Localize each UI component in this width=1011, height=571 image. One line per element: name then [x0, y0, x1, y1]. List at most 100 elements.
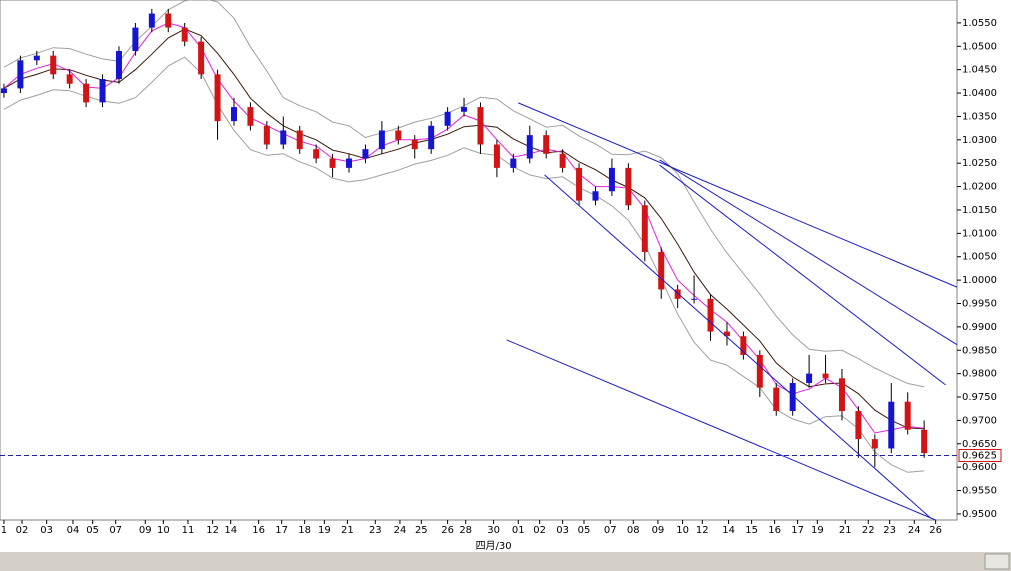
y-tick-label: 0.9500: [962, 509, 997, 520]
y-tick-label: 0.9650: [962, 439, 997, 450]
x-tick-label: 23: [883, 525, 896, 536]
trend-line: [659, 164, 946, 386]
y-tick-label: 1.0300: [962, 135, 997, 146]
x-tick-label: 16: [252, 525, 265, 536]
y-tick-label: 0.9800: [962, 369, 997, 380]
candle-body: [806, 373, 813, 383]
candle-body: [855, 411, 862, 440]
candle-body: [181, 27, 188, 42]
candle-body: [576, 167, 583, 201]
x-tick-label: 01: [512, 525, 525, 536]
y-tick-label: 1.0350: [962, 111, 997, 122]
candle-body: [871, 439, 878, 449]
x-tick-label: 16: [768, 525, 781, 536]
candle-body: [33, 55, 40, 61]
y-tick-label: 1.0150: [962, 205, 997, 216]
x-tick-label: 21: [341, 525, 354, 536]
last-price-label: 0.9625: [962, 450, 997, 461]
candle-body: [543, 135, 550, 154]
candle-body: [83, 83, 90, 103]
candle-body: [592, 191, 599, 201]
candle-body: [263, 125, 270, 145]
y-tick-label: 0.9750: [962, 392, 997, 403]
candle-body: [66, 74, 73, 84]
candle-body: [428, 125, 435, 150]
candle-body: [165, 13, 172, 28]
candle-body: [773, 387, 780, 412]
candle-body: [904, 401, 911, 430]
x-tick-label: 10: [676, 525, 689, 536]
x-tick-label: 15: [745, 525, 758, 536]
scrollbar[interactable]: [0, 552, 1011, 571]
x-tick-label: 14: [722, 525, 735, 536]
candle-body: [461, 107, 468, 112]
x-tick-label: 19: [811, 525, 824, 536]
candle-body: [674, 289, 681, 299]
y-tick-label: 1.0050: [962, 252, 997, 263]
x-tick-label: 07: [109, 525, 122, 536]
x-tick-label: 21: [839, 525, 852, 536]
y-tick-label: 0.9700: [962, 415, 997, 426]
trend-line: [544, 174, 932, 519]
candle-body: [789, 382, 796, 412]
candle-body: [477, 107, 484, 145]
candle-body: [822, 373, 829, 379]
x-tick-label: 26: [929, 525, 942, 536]
candle-body: [526, 135, 533, 159]
x-tick-label: 08: [627, 525, 640, 536]
candle-body: [362, 149, 369, 159]
candle-body: [50, 55, 57, 75]
candle-body: [296, 130, 303, 150]
x-tick-label: 05: [86, 525, 99, 536]
candle-body: [756, 354, 763, 388]
candle-body: [329, 158, 336, 168]
y-tick-label: 0.9600: [962, 462, 997, 473]
x-tick-label: 09: [652, 525, 665, 536]
candle-body: [559, 153, 566, 168]
candle-body: [198, 41, 205, 75]
candle-body: [707, 298, 714, 332]
x-tick-label: 22: [862, 525, 875, 536]
x-tick-label: 04: [67, 525, 80, 536]
x-tick-label: 1: [1, 525, 7, 536]
candle-body: [230, 107, 237, 122]
y-tick-label: 1.0400: [962, 88, 997, 99]
candle-body: [691, 298, 698, 300]
candle-body: [641, 205, 648, 253]
candle-body: [395, 130, 402, 140]
candle-body: [99, 79, 106, 103]
indicator-line: [3, 28, 925, 430]
x-tick-label: 18: [298, 525, 311, 536]
y-tick-label: 0.9950: [962, 298, 997, 309]
candle-body: [625, 167, 632, 206]
y-tick-label: 1.0550: [962, 18, 997, 29]
x-tick-label: 07: [604, 525, 617, 536]
x-tick-label: 17: [275, 525, 288, 536]
plot-area: [0, 0, 958, 521]
y-tick-label: 1.0250: [962, 158, 997, 169]
x-tick-label: 11: [182, 525, 195, 536]
candle-body: [214, 74, 221, 122]
candle-body: [921, 429, 928, 454]
x-tick-label: 09: [139, 525, 152, 536]
x-tick-label: 19: [318, 525, 331, 536]
x-tick-label: 24: [908, 525, 921, 536]
candle-body: [0, 88, 7, 94]
candle-body: [313, 149, 320, 159]
y-tick-label: 1.0500: [962, 41, 997, 52]
x-tick-label: 17: [791, 525, 804, 536]
candle-body: [247, 107, 254, 126]
candle-body: [378, 130, 385, 150]
candle-body: [280, 130, 287, 145]
candle-body: [838, 378, 845, 412]
x-tick-label: 24: [394, 525, 407, 536]
y-tick-label: 1.0450: [962, 65, 997, 76]
candle-body: [608, 167, 615, 192]
x-tick-label: 26: [441, 525, 454, 536]
scroll-thumb[interactable]: [984, 553, 1010, 570]
y-tick-label: 1.0200: [962, 182, 997, 193]
x-tick-label: 10: [157, 525, 170, 536]
x-tick-label: 02: [16, 525, 29, 536]
candle-body: [411, 139, 418, 150]
x-tick-label: 03: [40, 525, 53, 536]
